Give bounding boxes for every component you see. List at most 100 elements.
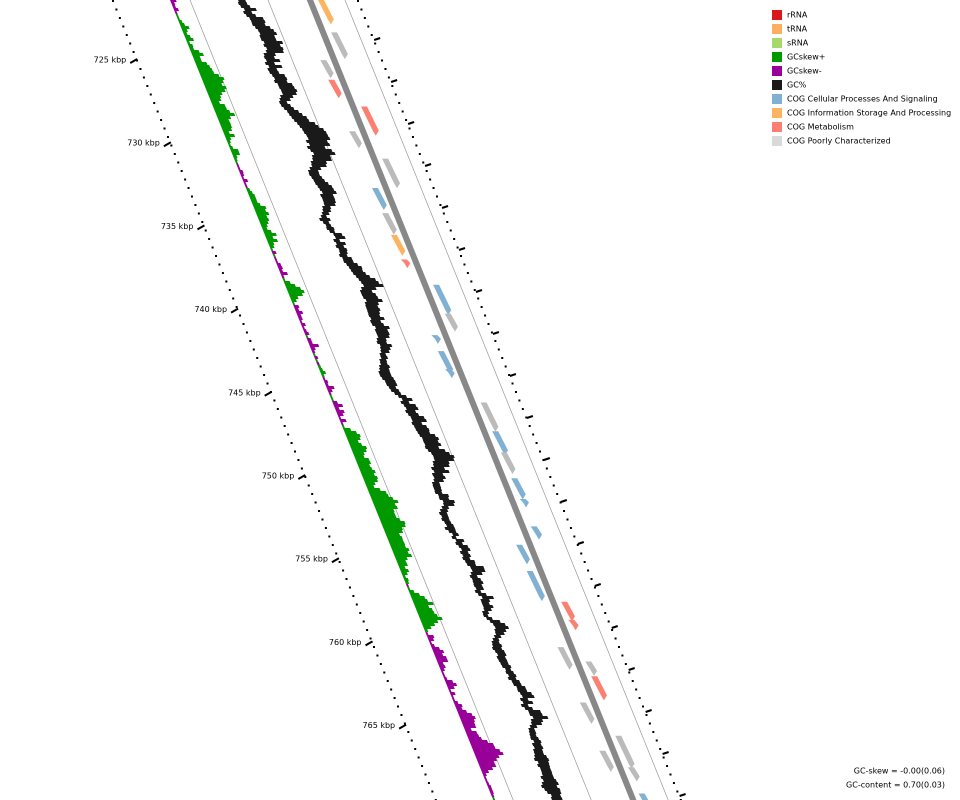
ruler-dot [245,331,248,334]
gc-content-bar [370,317,385,320]
gc-skew-bar [219,122,232,125]
ruler-dot [431,790,434,793]
gc-skew-bar [351,449,367,452]
backbone [306,0,637,800]
ruler-dot [273,399,276,402]
gc-content-bar [301,128,325,131]
gc-skew-bar [387,539,404,542]
ruler-major-tick [365,640,374,647]
gc-skew-bar [479,767,494,770]
gc-skew-bar [431,647,441,650]
gc-skew-bar [355,458,370,461]
gc-skew-bar [339,419,347,422]
ruler-major-tick [163,141,172,148]
ruler-dot [484,314,487,317]
ruler-dot [435,195,438,198]
ruler-dot [580,552,583,555]
ruler-dot [170,144,173,147]
gc-content-bar [507,674,517,677]
ruler-dot [352,595,355,597]
gc-content-bar [245,14,257,17]
gene-feature [526,571,545,602]
gene-feature [444,313,458,332]
gc-content-bar [471,569,486,572]
gc-skew-bar [425,632,429,635]
gc-content-bar [433,488,443,491]
gc-skew-bar [220,125,233,128]
gc-skew-bar [302,329,308,332]
gc-content-bar [379,362,388,365]
ruler-dot [173,153,176,155]
gc-content-bar [521,695,535,698]
gc-skew-bar [374,506,398,509]
gc-skew-bar [491,797,496,800]
gc-content-bar [455,542,464,545]
ruler-dot [617,646,620,648]
gc-content-bar [249,17,264,20]
gc-content-bar [550,797,563,800]
gc-content-bar [529,713,543,716]
gc-content-bar [522,701,534,704]
gc-skew-bar [416,611,435,614]
ruler-dot [607,620,610,623]
ruler-dot [300,467,303,470]
gc-skew-bar [224,134,236,137]
gc-skew-bar [359,470,376,473]
gc-content-bar [310,176,323,179]
ruler-dot [194,204,197,206]
gc-skew-bar [378,515,397,518]
gc-skew-bar [477,761,495,764]
gc-skew-bar [380,521,406,524]
gc-skew-bar [348,443,363,446]
gc-content-bar [441,515,449,518]
ruler-dot [384,68,387,70]
legend-swatch [772,122,782,132]
ruler-dot [242,323,245,325]
track-line [344,0,669,800]
gc-content-bar [427,449,446,452]
gc-skew-bar [335,410,345,413]
gc-skew-bar [282,278,286,281]
ruler-dot [376,654,379,657]
ruler-dot [672,782,675,784]
gc-content-bar [424,443,442,446]
gc-content-bar [254,26,271,29]
ruler-dot [417,756,420,759]
gc-skew-bar [237,167,241,170]
gc-skew-bar [372,500,399,503]
ruler-dot [477,297,480,300]
gc-skew-bar [420,620,439,623]
ruler-dot [372,646,375,648]
ruler-tick [577,541,585,545]
ruler-major-tick [129,58,138,64]
gc-content-bar [441,506,450,509]
gene-feature [445,369,455,379]
ruler-dot [611,629,614,631]
gc-skew-bar [451,698,456,701]
gc-skew-bar [418,614,438,617]
ruler-dot [252,348,255,351]
ruler-label: 750 kbp [262,472,295,481]
ruler-dot [480,306,483,308]
gc-content-bar [271,74,286,77]
gc-skew-bar [298,317,303,320]
gc-skew-bar [454,704,463,707]
gc-content-bar [374,329,389,332]
gc-content-bar [438,512,448,515]
gc-content-bar [345,263,359,266]
gc-content-bar [379,359,388,362]
ruler-dot [357,0,359,2]
gc-skew-bar [369,494,389,497]
gc-content-bar [481,611,490,614]
gc-skew-bar [312,353,316,356]
legend-label: GC% [787,81,807,90]
ruler-dot [190,195,193,198]
gc-skew-bar [247,191,253,194]
gc-content-bar [512,683,522,686]
ruler-dot [514,391,517,393]
ruler-dot [160,119,163,121]
gc-skew-bar [444,680,454,683]
gc-content-bar [263,44,281,47]
gc-content-bar [496,656,507,659]
ruler-tick [509,373,517,377]
